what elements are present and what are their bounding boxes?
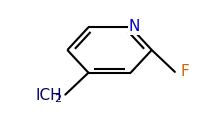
Text: N: N — [128, 19, 139, 34]
Text: 2: 2 — [53, 94, 61, 104]
Text: ICH: ICH — [36, 88, 62, 103]
Text: F: F — [180, 64, 189, 79]
